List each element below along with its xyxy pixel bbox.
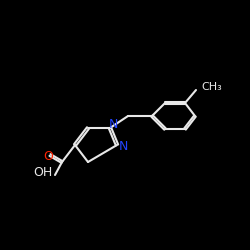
Text: OH: OH bbox=[33, 166, 52, 178]
Text: N: N bbox=[108, 118, 118, 132]
Text: N: N bbox=[118, 140, 128, 153]
Text: O: O bbox=[43, 150, 53, 164]
Text: CH₃: CH₃ bbox=[201, 82, 222, 92]
